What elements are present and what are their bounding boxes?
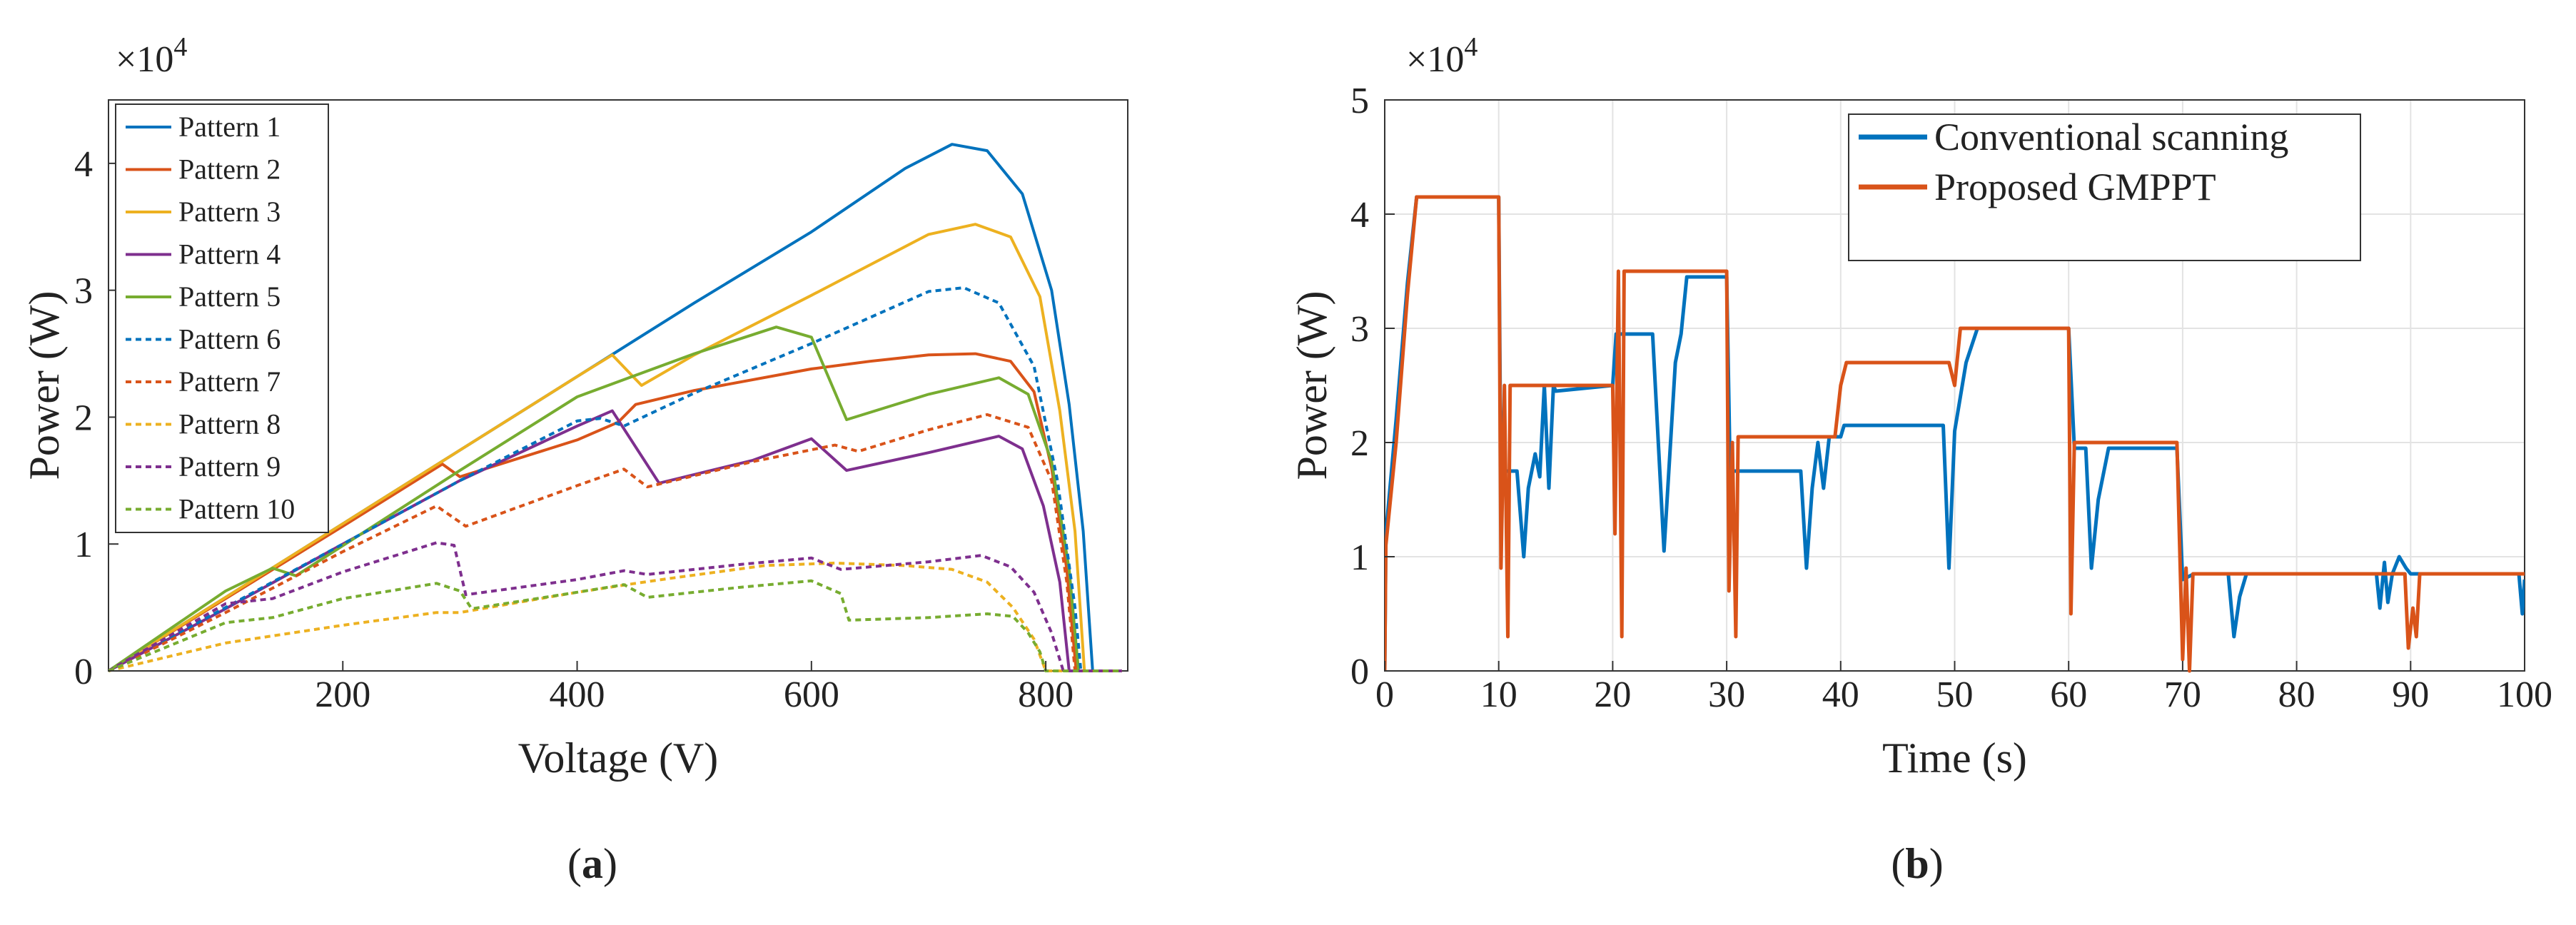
panel-caption: (a) — [567, 840, 617, 887]
y-tick-label: 2 — [74, 398, 93, 438]
y-tick-label: 0 — [74, 652, 93, 692]
y-tick-label: 4 — [74, 144, 93, 185]
x-tick-label: 50 — [1936, 674, 1974, 715]
legend-entry-6: Pattern 6 — [178, 323, 281, 355]
series-line-9 — [108, 541, 1122, 672]
x-tick-label: 60 — [2050, 674, 2087, 715]
legend-entry-10: Pattern 10 — [178, 493, 295, 525]
x-tick-label: 20 — [1594, 674, 1631, 715]
legend-entry-9: Pattern 9 — [178, 450, 281, 482]
x-tick-label: 10 — [1480, 674, 1517, 715]
y-multiplier-exponent: 4 — [173, 32, 187, 62]
legend-entry-3: Pattern 3 — [178, 196, 281, 228]
y-multiplier-exponent: 4 — [1464, 32, 1478, 62]
x-axis-label: Voltage (V) — [518, 734, 719, 782]
x-tick-label: 200 — [315, 674, 370, 715]
y-tick-label: 5 — [1350, 81, 1369, 121]
legend-entry-1: Conventional scanning — [1934, 116, 2288, 158]
panel-caption-letter: a — [582, 840, 603, 887]
y-tick-label: 3 — [74, 271, 93, 312]
legend-box — [1848, 113, 2361, 261]
x-tick-label: 400 — [550, 674, 605, 715]
x-tick-label: 0 — [1375, 674, 1394, 715]
x-tick-label: 100 — [2497, 674, 2552, 715]
y-tick-label: 1 — [1350, 537, 1369, 578]
legend-entry-2: Proposed GMPPT — [1934, 166, 2216, 208]
y-axis-label: Power (W) — [21, 291, 68, 480]
legend-entry-8: Pattern 8 — [178, 408, 281, 440]
x-tick-label: 40 — [1822, 674, 1859, 715]
series-line-6 — [108, 286, 1122, 672]
y-tick-label: 4 — [1350, 195, 1369, 236]
x-tick-label: 30 — [1708, 674, 1745, 715]
panel-caption-letter: b — [1905, 840, 1929, 887]
plot-frame — [108, 99, 1128, 672]
legend-entry-7: Pattern 7 — [178, 365, 281, 398]
y-multiplier-label: ×104 — [116, 32, 187, 80]
y-tick-label: 2 — [1350, 423, 1369, 464]
x-tick-label: 70 — [2164, 674, 2201, 715]
legend-entry-2: Pattern 2 — [178, 153, 281, 186]
x-axis-label: Time (s) — [1882, 734, 2027, 782]
legend-entry-5: Pattern 5 — [178, 280, 281, 313]
legend-box — [115, 103, 329, 533]
chart-panel-b: 0 10 20 30 40 50 60 70 80 90 100 0 1 2 3 4 5 ×104 Time (s)… — [1288, 32, 2552, 887]
series-line-8 — [108, 561, 1122, 672]
x-tick-label: 600 — [784, 674, 839, 715]
panel-caption: (b) — [1891, 840, 1943, 887]
series-line-7 — [108, 413, 1122, 672]
legend-entry-4: Pattern 4 — [178, 238, 281, 271]
y-tick-label: 0 — [1350, 652, 1369, 692]
series-line-2 — [1385, 195, 2525, 673]
series-line-3 — [108, 223, 1122, 672]
x-tick-label: 80 — [2278, 674, 2315, 715]
x-tick-label: 800 — [1018, 674, 1074, 715]
x-tick-label: 90 — [2392, 674, 2429, 715]
y-multiplier-label: ×104 — [1406, 32, 1478, 80]
series-line-10 — [108, 579, 1122, 672]
y-tick-label: 1 — [74, 525, 93, 565]
y-axis-label: Power (W) — [1288, 291, 1335, 480]
legend-entry-1: Pattern 1 — [178, 111, 281, 143]
y-tick-label: 3 — [1350, 309, 1369, 350]
